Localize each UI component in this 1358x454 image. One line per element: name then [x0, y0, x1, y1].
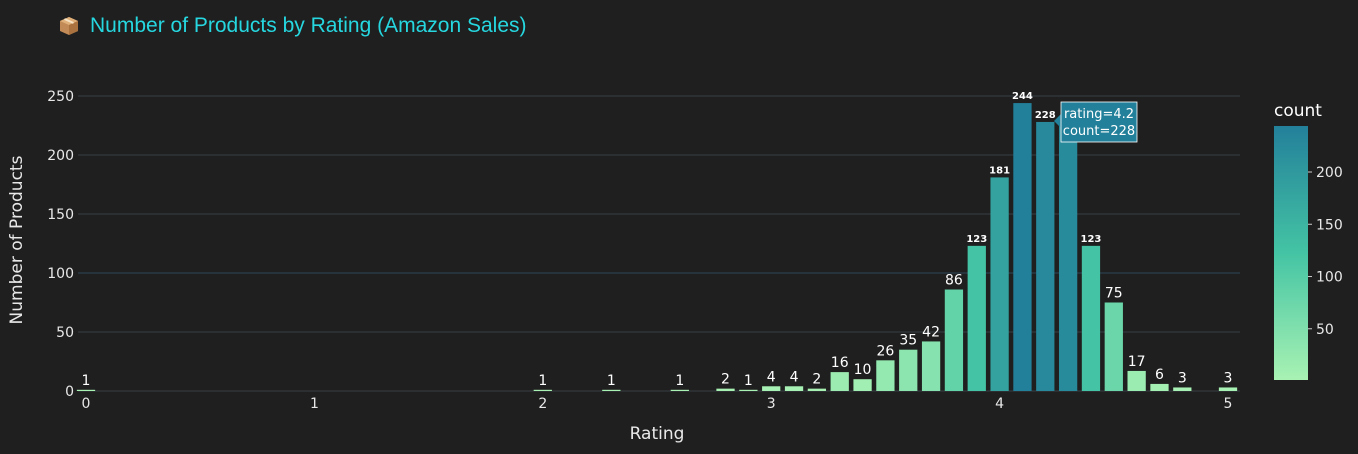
bar-value-label: 42	[922, 324, 940, 340]
x-tick-label: 5	[1224, 396, 1233, 412]
bar[interactable]	[1173, 387, 1192, 391]
x-tick-label: 0	[82, 396, 91, 412]
bar-value-label: 3	[1178, 370, 1187, 386]
colorbar-tick-label: 50	[1316, 322, 1334, 338]
x-tick-label: 4	[995, 396, 1004, 412]
bar-value-label: 228	[1035, 110, 1056, 121]
y-tick-label: 0	[65, 384, 74, 400]
bar-value-label: 35	[899, 333, 917, 349]
bars[interactable]	[76, 103, 1238, 392]
bar-value-label: 1	[82, 373, 91, 389]
bar[interactable]	[1150, 383, 1169, 391]
chart-title-text: Number of Products by Rating (Amazon Sal…	[90, 14, 527, 37]
tooltip-rating: rating=4.2	[1064, 107, 1134, 122]
bar-value-label: 2	[812, 372, 821, 388]
bar-value-label: 1	[538, 373, 547, 389]
chart-title: Number of Products by Rating (Amazon Sal…	[58, 10, 527, 42]
bar-value-label: 4	[767, 369, 776, 385]
colorbar-title: count	[1274, 101, 1322, 121]
y-tick-label: 150	[47, 207, 74, 223]
bar[interactable]	[899, 349, 918, 391]
bar[interactable]	[853, 379, 872, 391]
bar-value-label: 75	[1105, 286, 1123, 302]
bar[interactable]	[533, 389, 552, 391]
bar[interactable]	[967, 245, 986, 391]
bar-value-label: 181	[989, 165, 1010, 176]
bar[interactable]	[602, 389, 621, 391]
bar-value-label: 123	[1081, 234, 1102, 245]
bar[interactable]	[1104, 302, 1123, 392]
bar-labels: 1 1 1 1 2 1 4 4 216 10263542861231812442281237517…	[82, 91, 1233, 389]
bar-value-label: 6	[1155, 367, 1164, 383]
bar[interactable]	[1127, 370, 1146, 391]
bar-value-label: 3	[1224, 370, 1233, 386]
bar[interactable]	[990, 177, 1009, 391]
x-tick-label: 1	[310, 396, 319, 412]
bar-value-label: 86	[945, 273, 963, 289]
hover-tooltip: rating=4.2 count=228	[1054, 101, 1138, 143]
y-axis-title: Number of Products	[7, 155, 27, 324]
bar-value-label: 17	[1128, 354, 1146, 370]
bar[interactable]	[784, 386, 804, 391]
bar-value-label: 10	[854, 362, 872, 378]
bar-value-label: 2	[721, 372, 730, 388]
x-axis-title: Rating	[630, 424, 685, 444]
y-tick-label: 50	[56, 325, 74, 341]
bar[interactable]	[807, 388, 827, 391]
bar[interactable]	[830, 372, 849, 391]
y-tick-label: 200	[47, 148, 74, 164]
x-tick-label: 2	[538, 396, 547, 412]
bar[interactable]	[1058, 125, 1078, 392]
colorbar: count 50 100 150 200	[1274, 101, 1343, 380]
x-tick-label: 3	[767, 396, 776, 412]
bar[interactable]	[739, 389, 758, 391]
y-tick-label: 250	[47, 89, 74, 105]
bar[interactable]	[76, 389, 96, 391]
package-icon	[58, 15, 80, 37]
bar-value-label: 1	[744, 373, 753, 389]
bar-value-label: 16	[831, 355, 849, 371]
bar[interactable]	[944, 289, 964, 391]
bar-value-label: 244	[1012, 91, 1033, 102]
bar[interactable]	[762, 386, 781, 391]
colorbar-gradient	[1274, 126, 1308, 380]
bar-value-label: 4	[790, 369, 799, 385]
bar[interactable]	[1013, 103, 1032, 391]
tooltip-count: count=228	[1063, 124, 1135, 139]
bar-value-label: 123	[966, 234, 987, 245]
bar[interactable]	[876, 360, 895, 391]
colorbar-tick-label: 100	[1316, 270, 1343, 286]
y-tick-label: 100	[47, 266, 74, 282]
bar[interactable]	[921, 341, 941, 391]
colorbar-tick-label: 150	[1316, 217, 1343, 233]
bar[interactable]	[1081, 245, 1101, 391]
bar-value-label: 1	[675, 373, 684, 389]
bar-value-label: 26	[876, 343, 894, 359]
bar[interactable]	[670, 389, 689, 391]
bar[interactable]	[1218, 387, 1238, 391]
colorbar-tick-label: 200	[1316, 165, 1343, 181]
bar[interactable]	[716, 388, 735, 391]
bar-value-label: 1	[607, 373, 616, 389]
bar[interactable]	[1036, 121, 1055, 392]
